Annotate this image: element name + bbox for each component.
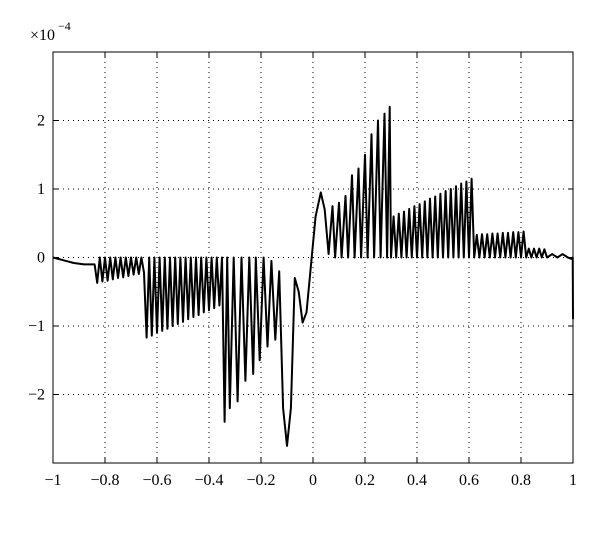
y-tick-label: −2 [28, 387, 45, 404]
x-tick-label: −0.4 [194, 472, 223, 489]
x-tick-label: 0.4 [407, 472, 427, 489]
y-multiplier-exponent: −4 [58, 19, 71, 33]
x-tick-label: −0.2 [246, 472, 275, 489]
y-multiplier: ×10 [30, 27, 55, 44]
x-tick-label: 0.8 [511, 472, 531, 489]
y-tick-label: 1 [37, 181, 45, 198]
y-tick-label: 2 [37, 113, 45, 130]
y-tick-label: 0 [37, 250, 45, 267]
plot-frame [52, 51, 574, 464]
x-tick-label: −0.8 [90, 472, 119, 489]
x-tick-label: 0.6 [459, 472, 479, 489]
x-tick-label: 0 [309, 472, 317, 489]
x-tick-label: 1 [569, 472, 577, 489]
y-tick-label: −1 [28, 318, 45, 335]
x-tick-label: −0.6 [142, 472, 171, 489]
signal-line [52, 105, 574, 447]
x-tick-label: −1 [44, 472, 61, 489]
x-tick-label: 0.2 [355, 472, 375, 489]
